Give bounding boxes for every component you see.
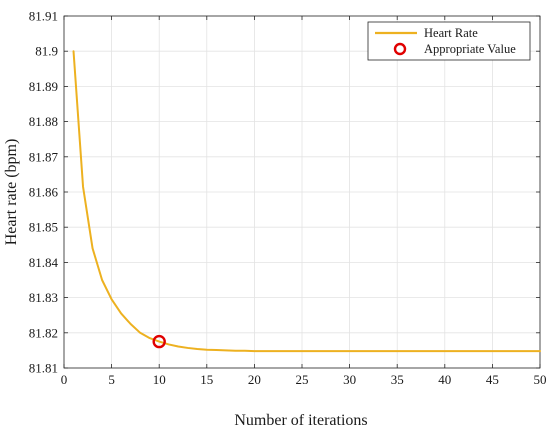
y-tick-label: 81.83 <box>29 290 58 305</box>
appropriate-value-marker <box>152 334 166 349</box>
x-tick-label: 50 <box>534 372 547 387</box>
x-tick-label: 15 <box>200 372 213 387</box>
y-tick-label: 81.81 <box>29 361 58 376</box>
y-tick-label: 81.9 <box>35 44 58 59</box>
x-tick-label: 10 <box>153 372 166 387</box>
y-tick-label: 81.87 <box>29 149 59 164</box>
legend: Heart Rate Appropriate Value <box>367 21 531 61</box>
y-tick-label: 81.82 <box>29 325 58 340</box>
y-axis: 81.81 81.82 81.83 81.84 81.85 81.86 81.87 81.88… <box>29 9 540 376</box>
x-axis-label: Number of iterations <box>234 412 367 429</box>
x-tick-label: 0 <box>61 372 68 387</box>
x-tick-label: 20 <box>248 372 261 387</box>
legend-series-label: Heart Rate <box>424 26 478 40</box>
y-axis-label: Heart rate (bpm) <box>3 139 20 246</box>
x-tick-label: 35 <box>391 372 404 387</box>
x-tick-label: 30 <box>343 372 356 387</box>
y-tick-label: 81.89 <box>29 79 58 94</box>
x-tick-label: 5 <box>108 372 115 387</box>
legend-box <box>367 21 531 61</box>
y-tick-label: 81.84 <box>29 255 59 270</box>
x-tick-label: 40 <box>438 372 451 387</box>
plot-area: 0 5 10 15 20 25 30 35 40 45 50 81.8181.8281.8381.8… <box>29 9 547 388</box>
y-tick-label: 81.85 <box>29 220 58 235</box>
y-tick-label: 81.88 <box>29 114 58 129</box>
legend-marker-swatch <box>393 42 407 56</box>
x-axis: 0 5 10 15 20 25 30 35 40 45 50 <box>61 16 547 387</box>
series-line-heart-rate <box>72 50 541 353</box>
y-tick-label: 81.86 <box>29 185 59 200</box>
x-tick-label: 25 <box>296 372 309 387</box>
marker-layer <box>152 334 166 349</box>
series-layer <box>72 50 541 353</box>
legend-marker-label: Appropriate Value <box>424 42 516 56</box>
x-tick-label: 45 <box>486 372 499 387</box>
y-tick-label: 81.91 <box>29 9 58 24</box>
